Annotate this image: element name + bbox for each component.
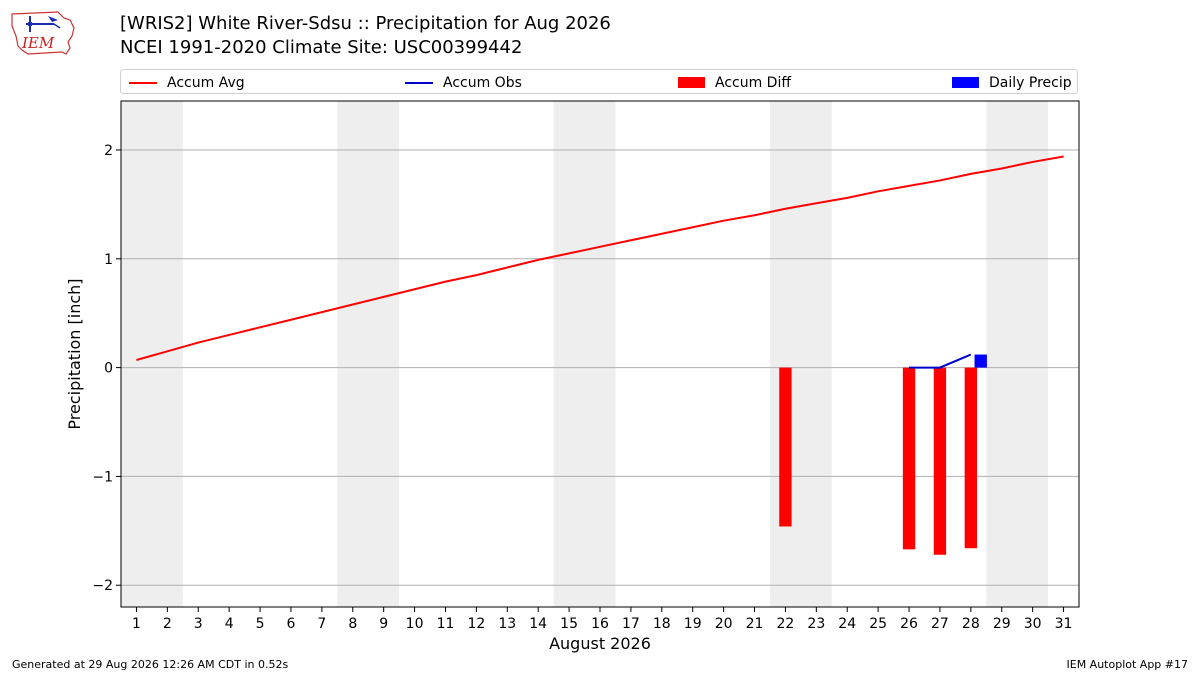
legend-swatch-accum-obs — [405, 81, 433, 84]
x-tick-label: 6 — [287, 616, 296, 632]
x-tick-label: 13 — [498, 616, 516, 632]
x-tick-label: 12 — [467, 616, 485, 632]
x-tick-label: 19 — [684, 616, 702, 632]
accum-diff-bar — [779, 367, 792, 527]
x-tick-label: 10 — [406, 616, 424, 632]
x-tick-label: 30 — [1024, 616, 1042, 632]
x-tick-label: 31 — [1055, 616, 1073, 632]
y-tick-label: 0 — [104, 361, 113, 377]
x-tick-label: 1 — [132, 616, 141, 632]
daily-precip-bar — [974, 354, 987, 368]
iem-logo: IEM — [11, 11, 75, 55]
weekend-band — [986, 101, 1049, 607]
x-axis-label: August 2026 — [549, 634, 651, 653]
legend-swatch-accum-diff — [678, 77, 705, 88]
x-tick-label: 27 — [931, 616, 949, 632]
x-tick-label: 24 — [838, 616, 856, 632]
weekend-band — [769, 101, 832, 607]
x-tick-label: 2 — [163, 616, 172, 632]
legend-label-daily-precip: Daily Precip — [989, 74, 1072, 91]
legend-item-accum-avg: Accum Avg — [129, 70, 245, 95]
x-tick-label: 3 — [194, 616, 203, 632]
legend-label-accum-obs: Accum Obs — [443, 74, 522, 91]
x-tick-label: 23 — [807, 616, 825, 632]
accum-diff-bar — [902, 367, 916, 550]
chart-subtitle: NCEI 1991-2020 Climate Site: USC00399442 — [120, 37, 523, 58]
x-tick-label: 9 — [379, 616, 388, 632]
legend-label-accum-diff: Accum Diff — [715, 74, 792, 91]
y-tick-label: 1 — [104, 252, 113, 268]
x-tick-label: 11 — [437, 616, 455, 632]
accum-diff-bar — [933, 367, 947, 555]
x-tick-label: 4 — [225, 616, 234, 632]
x-tick-label: 28 — [962, 616, 980, 632]
x-tick-label: 20 — [715, 616, 733, 632]
x-tick-label: 14 — [529, 616, 547, 632]
weekend-band — [121, 101, 183, 607]
accum-diff-bar — [964, 367, 978, 549]
x-tick-label: 15 — [560, 616, 578, 632]
legend-item-accum-obs: Accum Obs — [405, 70, 522, 95]
generated-timestamp: Generated at 29 Aug 2026 12:26 AM CDT in… — [12, 658, 289, 671]
x-tick-label: 21 — [746, 616, 764, 632]
weekend-band — [553, 101, 616, 607]
chart-legend: Accum Avg Accum Obs Accum Diff Daily Pre… — [120, 69, 1078, 94]
x-tick-label: 7 — [317, 616, 326, 632]
logo-text: IEM — [21, 34, 55, 52]
chart-title: [WRIS2] White River-Sdsu :: Precipitatio… — [120, 13, 611, 34]
x-tick-label: 18 — [653, 616, 671, 632]
x-tick-label: 5 — [256, 616, 265, 632]
weekend-band — [337, 101, 400, 607]
y-tick-label: −1 — [92, 469, 113, 485]
x-tick-label: 17 — [622, 616, 640, 632]
x-tick-label: 26 — [900, 616, 918, 632]
x-tick-label: 22 — [777, 616, 795, 632]
accum-obs-line — [909, 353, 972, 369]
app-credit: IEM Autoplot App #17 — [1066, 658, 1189, 671]
legend-item-daily-precip: Daily Precip — [952, 70, 1072, 95]
x-tick-label: 25 — [869, 616, 887, 632]
accum-avg-line — [136, 155, 1064, 361]
legend-item-accum-diff: Accum Diff — [678, 70, 791, 95]
legend-swatch-accum-avg — [129, 81, 157, 84]
y-tick-label: 2 — [104, 143, 113, 159]
y-axis-label: Precipitation [inch] — [65, 278, 84, 429]
x-tick-label: 8 — [348, 616, 357, 632]
x-tick-label: 16 — [591, 616, 609, 632]
legend-label-accum-avg: Accum Avg — [167, 74, 245, 91]
legend-swatch-daily-precip — [952, 77, 979, 88]
y-tick-label: −2 — [92, 578, 113, 594]
x-tick-label: 29 — [993, 616, 1011, 632]
